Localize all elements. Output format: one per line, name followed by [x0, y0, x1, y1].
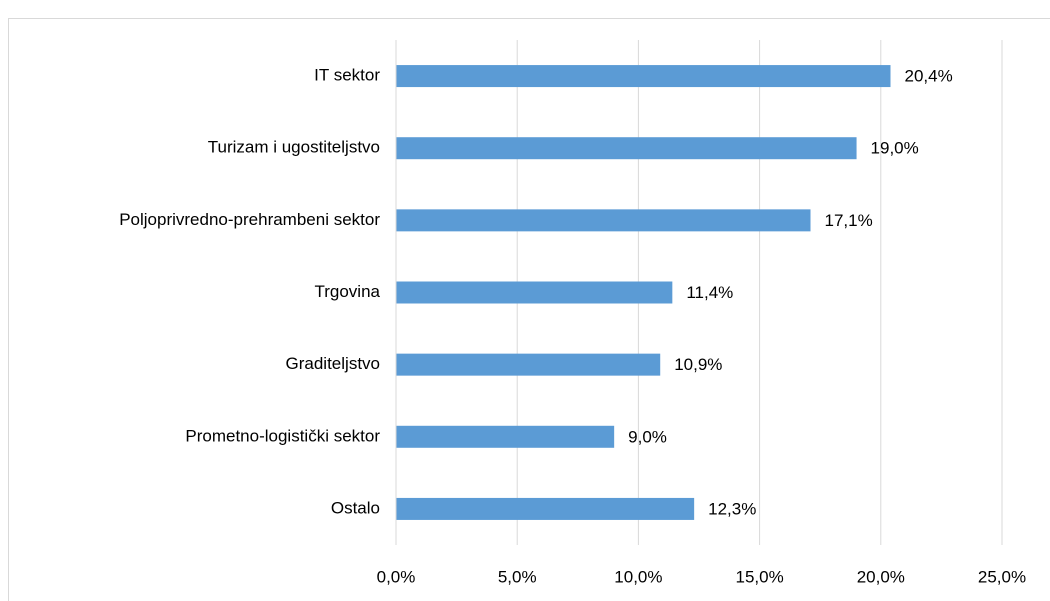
- y-tick-label: Trgovina: [314, 282, 380, 301]
- value-label: 19,0%: [871, 139, 919, 158]
- x-tick-label: 20,0%: [857, 567, 905, 586]
- x-tick-label: 10,0%: [614, 567, 662, 586]
- value-label: 20,4%: [904, 67, 952, 86]
- x-tick-label: 5,0%: [498, 567, 537, 586]
- y-tick-label: Turizam i ugostiteljstvo: [208, 138, 380, 157]
- value-label: 17,1%: [825, 211, 873, 230]
- bar: [396, 65, 891, 88]
- y-tick-label: Ostalo: [331, 498, 380, 517]
- x-tick-label: 0,0%: [377, 567, 416, 586]
- x-tick-label: 15,0%: [735, 567, 783, 586]
- bar: [396, 281, 673, 304]
- bar: [396, 209, 811, 232]
- bar: [396, 353, 661, 376]
- value-label: 11,4%: [686, 283, 733, 302]
- value-label: 10,9%: [674, 355, 722, 374]
- y-tick-label: Poljoprivredno-prehrambeni sektor: [119, 210, 380, 229]
- value-label: 9,0%: [628, 427, 667, 446]
- bar: [396, 497, 695, 520]
- y-tick-label: Graditeljstvo: [286, 354, 380, 373]
- x-tick-label: 25,0%: [978, 567, 1026, 586]
- value-label: 12,3%: [708, 499, 756, 518]
- bar: [396, 137, 857, 160]
- bar: [396, 425, 615, 448]
- y-tick-label: IT sektor: [314, 66, 380, 85]
- y-tick-label: Prometno-logistički sektor: [185, 426, 380, 445]
